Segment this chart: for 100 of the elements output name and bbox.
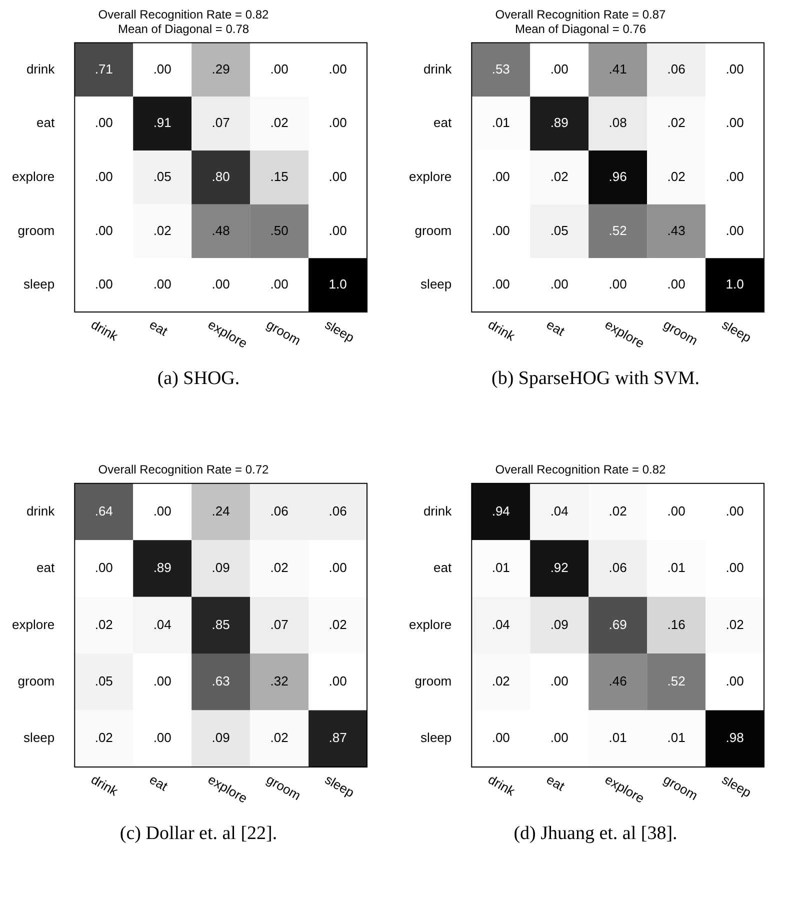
data-label: .02: [726, 616, 744, 632]
data-label: .01: [492, 560, 510, 575]
data-label: .00: [492, 222, 510, 238]
x-tick-label: drink: [88, 316, 121, 344]
data-label: .01: [667, 730, 686, 745]
text: (c) Dollar et. al [22].: [118, 822, 278, 844]
y-tick-label: drink: [26, 502, 56, 518]
data-label: .00: [550, 730, 568, 745]
y-tick-label: sleep: [420, 730, 452, 745]
x-tick-label: sleep: [322, 316, 357, 346]
x-tick-label: drink: [486, 771, 518, 799]
data-label: .02: [153, 222, 172, 238]
data-label: .00: [94, 560, 113, 575]
y-tick-label: groom: [414, 222, 452, 238]
data-label: .89: [550, 115, 568, 130]
data-label: .00: [726, 61, 744, 76]
y-tick-label: drink: [423, 502, 452, 518]
data-label: .00: [726, 673, 744, 688]
data-label: .06: [608, 560, 627, 575]
y-tick-label: sleep: [420, 276, 452, 292]
data-label: .00: [726, 168, 744, 184]
data-label: .06: [328, 502, 347, 518]
data-label: .00: [550, 276, 568, 292]
y-tick-label: groom: [18, 222, 55, 238]
chart-title: Overall Recognition Rate = 0.72: [98, 462, 270, 476]
y-tick-label: groom: [414, 673, 452, 688]
data-label: .00: [153, 502, 172, 518]
data-label: .04: [550, 502, 568, 518]
data-label: .01: [492, 115, 510, 130]
data-label: .43: [667, 222, 686, 238]
data-label: .02: [270, 730, 288, 745]
y-tick-label: explore: [408, 168, 452, 184]
x-tick-label: sleep: [719, 771, 754, 800]
text: (a) SHOG.: [156, 368, 241, 390]
data-label: .00: [550, 61, 568, 76]
data-label: .53: [492, 61, 510, 76]
data-label: .00: [153, 673, 172, 688]
data-label: .00: [328, 115, 347, 130]
data-label: .00: [212, 276, 230, 292]
chart-title: Overall Recognition Rate = 0.82: [98, 8, 270, 22]
data-label: .94: [492, 502, 510, 518]
y-tick-label: drink: [26, 61, 56, 76]
data-label: .07: [212, 115, 230, 130]
data-label: .15: [270, 168, 288, 184]
data-label: .00: [726, 560, 744, 575]
data-label: .00: [726, 502, 744, 518]
y-tick-label: sleep: [24, 276, 55, 292]
text: (d) Jhuang et. al [38].: [512, 822, 678, 844]
data-label: .02: [550, 168, 568, 184]
data-label: .52: [608, 222, 627, 238]
x-tick-label: drink: [486, 316, 518, 344]
data-label: .09: [550, 616, 568, 632]
x-tick-label: eat: [544, 316, 568, 339]
data-label: .00: [153, 276, 172, 292]
data-label: .00: [94, 115, 113, 130]
data-label: .02: [667, 168, 686, 184]
data-label: .07: [270, 616, 288, 632]
data-label: .96: [608, 168, 627, 184]
data-label: .92: [550, 560, 568, 575]
data-label: .06: [270, 502, 288, 518]
data-label: .00: [94, 276, 113, 292]
data-label: .08: [608, 115, 627, 130]
data-label: .85: [212, 616, 230, 632]
y-tick-label: eat: [36, 115, 56, 130]
data-label: .91: [153, 115, 172, 130]
data-label: .00: [328, 61, 347, 76]
data-label: .24: [212, 502, 230, 518]
chart-title: Overall Recognition Rate = 0.82: [495, 462, 666, 476]
data-label: .52: [667, 673, 686, 688]
data-label: .05: [550, 222, 568, 238]
y-tick-label: sleep: [24, 730, 55, 745]
data-label: .48: [212, 222, 230, 238]
data-label: .00: [153, 730, 172, 745]
data-label: .00: [608, 276, 627, 292]
data-label: .01: [667, 560, 686, 575]
data-label: .00: [270, 61, 288, 76]
data-label: .64: [94, 502, 113, 518]
data-label: .29: [212, 61, 230, 76]
y-tick-label: explore: [12, 168, 55, 184]
chart-subtitle: Mean of Diagonal = 0.78: [118, 22, 250, 36]
data-label: .02: [608, 502, 627, 518]
data-label: .02: [492, 673, 510, 688]
data-label: .00: [153, 61, 172, 76]
data-label: .02: [94, 730, 113, 745]
data-label: .00: [667, 276, 686, 292]
data-label: .16: [667, 616, 686, 632]
data-label: .41: [608, 61, 627, 76]
chart-subtitle: Mean of Diagonal = 0.76: [514, 22, 646, 36]
data-label: .01: [608, 730, 627, 745]
y-tick-label: groom: [18, 673, 55, 688]
text: (b) SparseHOG with SVM.: [490, 368, 700, 390]
data-label: .09: [212, 560, 230, 575]
data-label: .00: [726, 222, 744, 238]
data-label: .80: [212, 168, 230, 184]
data-label: .00: [328, 673, 347, 688]
data-label: 1.0: [726, 276, 744, 292]
chart-title: Overall Recognition Rate = 0.87: [495, 8, 666, 22]
data-label: .00: [94, 168, 113, 184]
data-label: .00: [328, 560, 347, 575]
data-label: .00: [492, 730, 510, 745]
